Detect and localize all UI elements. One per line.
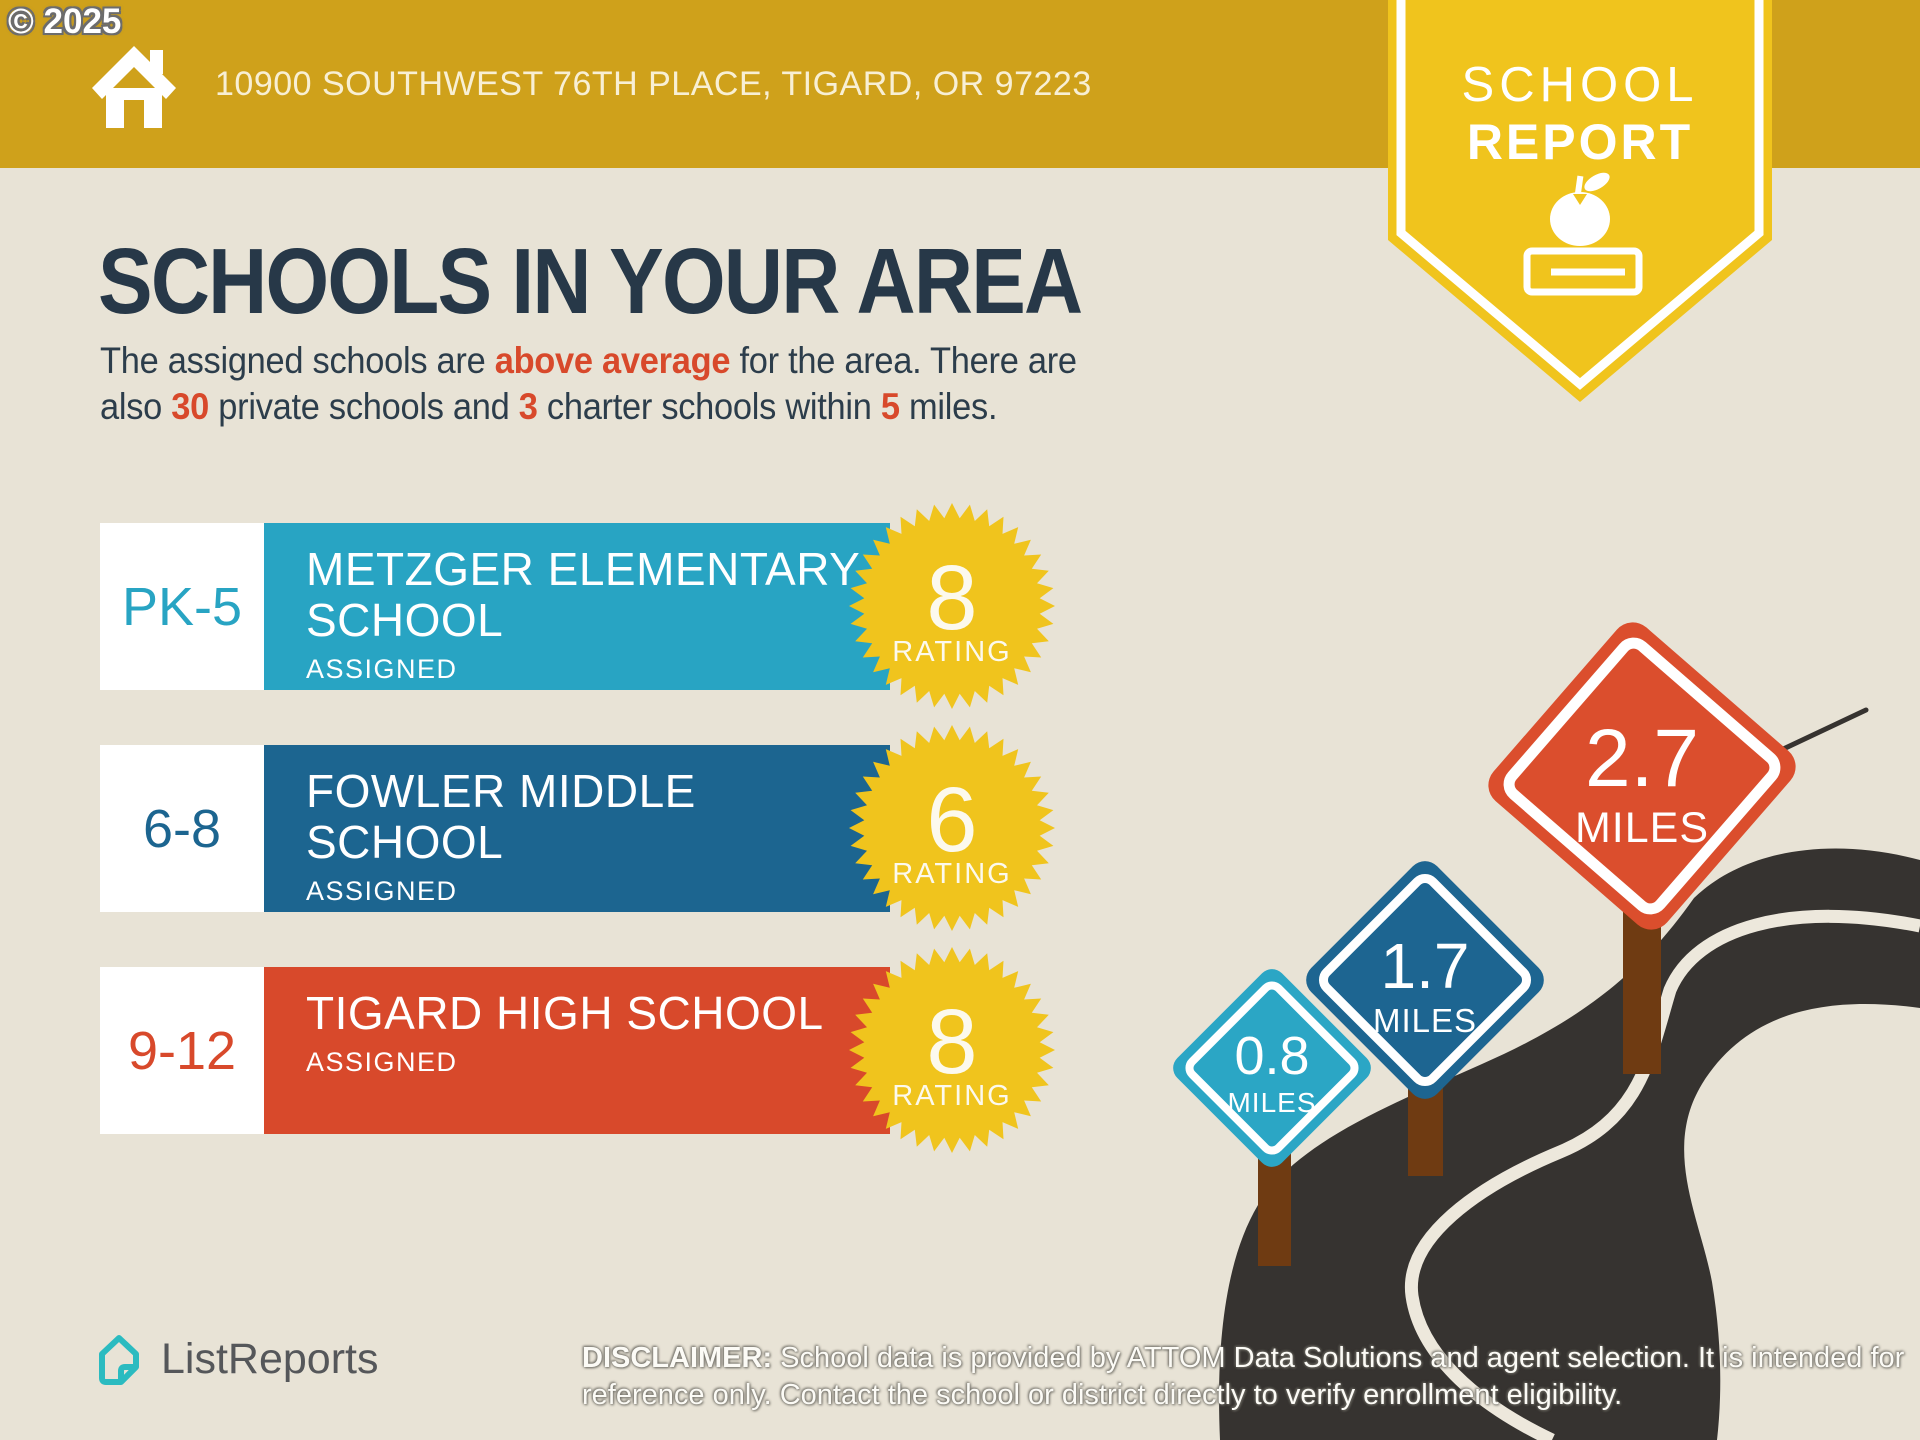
sign-unit: MILES — [1373, 1002, 1477, 1039]
road-stripe — [1404, 909, 1920, 1440]
rating-starburst: 8 RATING — [849, 947, 1055, 1153]
school-report-badge: SCHOOL REPORT — [1388, 0, 1772, 402]
rating-value: 8 — [926, 547, 977, 649]
grade-range-label: 9-12 — [100, 967, 264, 1134]
intro-seg: private schools and — [209, 386, 519, 427]
listreports-house-icon — [99, 1335, 139, 1385]
listreports-logo: ListReports — [95, 1332, 378, 1386]
school-bar: FOWLER MIDDLE SCHOOL ASSIGNED — [264, 745, 890, 912]
distance-sign-high: 2.7 MILES — [1488, 622, 1796, 930]
school-row-middle: 6-8 FOWLER MIDDLE SCHOOL ASSIGNED 6 RATI… — [100, 725, 1055, 931]
grade-range-label: PK-5 — [100, 523, 264, 690]
assigned-label: ASSIGNED — [306, 876, 458, 906]
school-bar: TIGARD HIGH SCHOOL ASSIGNED — [264, 967, 890, 1134]
rating-label: RATING — [892, 1080, 1011, 1112]
school-name: FOWLER MIDDLE SCHOOL — [306, 766, 890, 868]
assigned-label: ASSIGNED — [306, 654, 458, 684]
intro-text: The assigned schools are above average f… — [100, 338, 1077, 430]
school-name-line2: SCHOOL — [306, 816, 504, 868]
intro-highlight-private-count: 30 — [171, 386, 210, 427]
intro-seg: The assigned schools are — [100, 340, 495, 381]
intro-seg: also — [100, 386, 172, 427]
sign-post — [1258, 1150, 1291, 1266]
disclaimer-text: School data is provided by ATTOM Data So… — [582, 1342, 1905, 1411]
copyright-watermark: © 2025 — [8, 2, 122, 41]
book-icon — [1523, 247, 1643, 296]
rating-label: RATING — [892, 858, 1011, 890]
grade-range-label: 6-8 — [100, 745, 264, 912]
badge-line1: SCHOOL — [1462, 58, 1699, 112]
school-name: METZGER ELEMENTARY SCHOOL — [306, 544, 890, 646]
distance-sign-middle: 1.7 MILES — [1306, 861, 1544, 1099]
page-title: SCHOOLS IN YOUR AREA — [98, 229, 1083, 333]
distance-sign-elementary: 0.8 MILES — [1173, 969, 1371, 1167]
assigned-label: ASSIGNED — [306, 1047, 458, 1077]
listreports-wordmark: ListReports — [161, 1334, 379, 1383]
rating-starburst: 6 RATING — [849, 725, 1055, 931]
school-name-line1: FOWLER MIDDLE — [306, 765, 696, 817]
intro-highlight-charter-count: 3 — [518, 386, 538, 427]
school-bar: METZGER ELEMENTARY SCHOOL ASSIGNED — [264, 523, 890, 690]
disclaimer-label: DISCLAIMER: — [582, 1342, 773, 1374]
school-row-high: 9-12 TIGARD HIGH SCHOOL ASSIGNED 8 RATIN… — [100, 947, 1055, 1153]
rating-value: 6 — [926, 769, 977, 871]
intro-seg: charter schools within — [537, 386, 881, 427]
sign-unit: MILES — [1227, 1087, 1316, 1118]
school-name-line2: SCHOOL — [306, 594, 504, 646]
rating-value: 8 — [926, 991, 977, 1093]
school-name-line1: TIGARD HIGH SCHOOL — [306, 987, 824, 1039]
school-name: TIGARD HIGH SCHOOL — [306, 988, 890, 1039]
disclaimer: DISCLAIMER: School data is provided by A… — [582, 1340, 1912, 1414]
intro-seg: for the area. There are — [730, 340, 1077, 381]
intro-highlight-miles: 5 — [880, 386, 900, 427]
sign-unit: MILES — [1575, 804, 1709, 852]
intro-seg: miles. — [899, 386, 998, 427]
badge-line2: REPORT — [1467, 114, 1693, 170]
apple-icon — [1550, 172, 1610, 246]
rating-label: RATING — [892, 636, 1011, 668]
home-icon — [92, 46, 176, 128]
school-row-elementary: PK-5 METZGER ELEMENTARY SCHOOL ASSIGNED … — [100, 503, 1055, 709]
sign-distance: 1.7 — [1381, 930, 1470, 1002]
property-address: 10900 SOUTHWEST 76TH PLACE, TIGARD, OR 9… — [215, 64, 1092, 103]
rating-starburst: 8 RATING — [849, 503, 1055, 709]
sign-distance: 2.7 — [1585, 713, 1699, 804]
sign-distance: 0.8 — [1234, 1026, 1309, 1086]
school-name-line1: METZGER ELEMENTARY — [306, 543, 861, 595]
road-horizon-line — [1774, 707, 1869, 755]
intro-highlight-above-average: above average — [494, 340, 731, 381]
